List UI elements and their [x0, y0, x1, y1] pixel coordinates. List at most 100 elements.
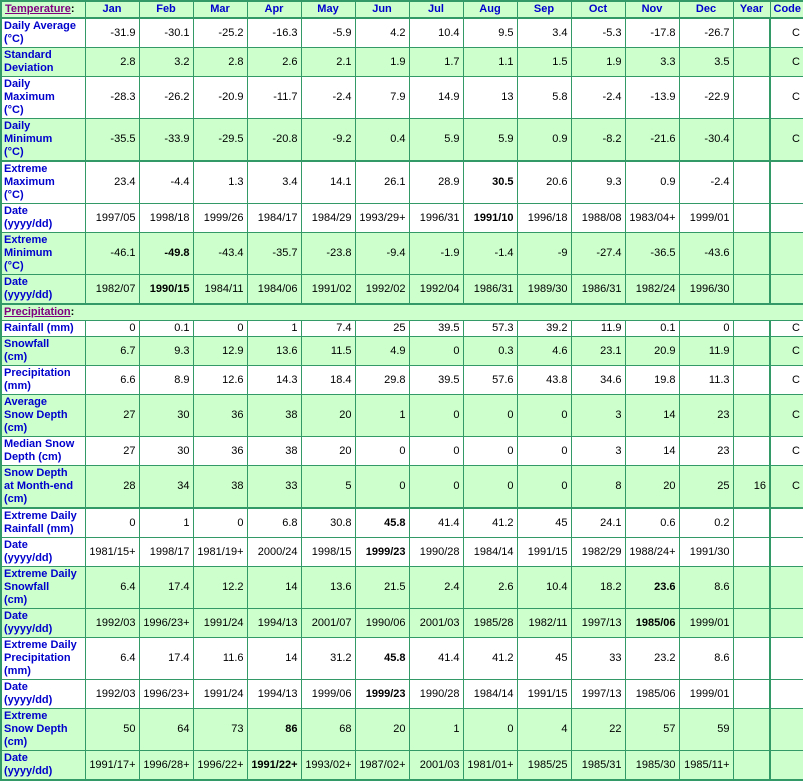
row-label: Date (yyyy/dd): [0, 537, 86, 567]
data-cell: -26.7: [678, 17, 734, 48]
year-cell: [732, 320, 771, 337]
data-cell: 1986/31: [570, 274, 626, 305]
precipitation-link[interactable]: Precipitation: [4, 306, 71, 318]
data-cell: 1996/18: [516, 203, 572, 233]
data-cell: 28.9: [408, 160, 464, 204]
year-cell: [732, 160, 771, 204]
data-cell: 13.6: [246, 336, 302, 366]
data-cell: 0: [678, 320, 734, 337]
year-cell: [732, 17, 771, 48]
data-cell: 2.4: [408, 566, 464, 609]
data-cell: 3: [570, 436, 626, 466]
data-cell: 0: [462, 465, 518, 509]
data-cell: 25: [354, 320, 410, 337]
data-cell: 1985/11+: [678, 750, 734, 781]
data-cell: 0: [192, 507, 248, 538]
data-cell: 1981/15+: [84, 537, 140, 567]
data-cell: 1999/06: [300, 679, 356, 709]
data-cell: -16.3: [246, 17, 302, 48]
data-cell: 1993/29+: [354, 203, 410, 233]
data-cell: 4.2: [354, 17, 410, 48]
precipitation-section-row: Precipitation:: [0, 303, 803, 321]
data-cell: 57.3: [462, 320, 518, 337]
data-cell: 9.5: [462, 17, 518, 48]
data-cell: 7.4: [300, 320, 356, 337]
data-cell: 1982/29: [570, 537, 626, 567]
data-cell: 11.9: [570, 320, 626, 337]
year-cell: [732, 76, 771, 119]
data-cell: -5.9: [300, 17, 356, 48]
data-cell: 2001/07: [300, 608, 356, 638]
data-cell: 39.5: [408, 365, 464, 395]
row-label: Daily Average (°C): [0, 17, 86, 48]
data-cell: -26.2: [138, 76, 194, 119]
data-cell: -1.4: [462, 232, 518, 275]
table-row: Average Snow Depth (cm) 27 30 36 38 20 1 0 0 0 3 14…: [0, 394, 803, 437]
data-cell: 3.4: [246, 160, 302, 204]
data-cell: 1997/05: [84, 203, 140, 233]
data-cell: 1985/06: [624, 679, 680, 709]
data-cell: 1982/24: [624, 274, 680, 305]
data-cell: -27.4: [570, 232, 626, 275]
data-cell: 57: [624, 708, 680, 751]
data-cell: 20: [300, 436, 356, 466]
data-cell: -30.4: [678, 118, 734, 162]
data-cell: -2.4: [300, 76, 356, 119]
data-cell: 20.9: [624, 336, 680, 366]
data-cell: 30.8: [300, 507, 356, 538]
data-cell: 38: [246, 394, 302, 437]
data-cell: -23.8: [300, 232, 356, 275]
data-cell: 17.4: [138, 566, 194, 609]
year-cell: [732, 637, 771, 680]
table-row: Daily Minimum (°C) -35.5 -33.9 -29.5 -20.8 -9…: [0, 118, 803, 162]
data-cell: 1: [138, 507, 194, 538]
data-cell: 0: [192, 320, 248, 337]
year-cell: [732, 336, 771, 366]
data-cell: 1985/31: [570, 750, 626, 781]
table-row: Date (yyyy/dd) 1981/15+ 1998/17 1981/19+ 200…: [0, 537, 803, 567]
data-cell: 1: [246, 320, 302, 337]
data-cell: 8: [570, 465, 626, 509]
data-cell: 6.8: [246, 507, 302, 538]
data-cell: 5.9: [408, 118, 464, 162]
data-cell: 1999/01: [678, 608, 734, 638]
data-cell: 45.8: [354, 507, 410, 538]
data-cell: 1991/30: [678, 537, 734, 567]
code-header: Code: [769, 0, 803, 19]
year-cell: [732, 118, 771, 162]
data-cell: -35.5: [84, 118, 140, 162]
data-cell: 33: [246, 465, 302, 509]
data-cell: -35.7: [246, 232, 302, 275]
data-cell: 1998/15: [300, 537, 356, 567]
data-cell: 14: [624, 394, 680, 437]
year-cell: [732, 507, 771, 538]
data-cell: 3.4: [516, 17, 572, 48]
data-cell: 0: [516, 465, 572, 509]
month-header-sep: Sep: [516, 0, 572, 19]
data-cell: 0: [354, 436, 410, 466]
data-cell: 0: [462, 436, 518, 466]
data-cell: 0.1: [624, 320, 680, 337]
data-cell: -13.9: [624, 76, 680, 119]
data-cell: 45.8: [354, 637, 410, 680]
data-cell: 14.1: [300, 160, 356, 204]
data-cell: 1984/06: [246, 274, 302, 305]
data-cell: 1991/22+: [246, 750, 302, 781]
data-cell: -4.4: [138, 160, 194, 204]
temperature-colon: :: [70, 3, 75, 15]
temperature-link[interactable]: Temperature: [5, 3, 71, 15]
data-cell: 23: [678, 394, 734, 437]
data-cell: 1997/13: [570, 679, 626, 709]
data-cell: 41.4: [408, 507, 464, 538]
code-cell: [769, 637, 803, 680]
data-cell: 20: [354, 708, 410, 751]
data-cell: 0: [408, 336, 464, 366]
table-row: Extreme Minimum (°C) -46.1 -49.8 -43.4 -35.7…: [0, 232, 803, 275]
data-cell: 28: [84, 465, 140, 509]
row-label: Daily Maximum (°C): [0, 76, 86, 119]
data-cell: -36.5: [624, 232, 680, 275]
code-cell: [769, 679, 803, 709]
data-cell: 10.4: [408, 17, 464, 48]
data-cell: 3: [570, 394, 626, 437]
data-cell: -2.4: [678, 160, 734, 204]
